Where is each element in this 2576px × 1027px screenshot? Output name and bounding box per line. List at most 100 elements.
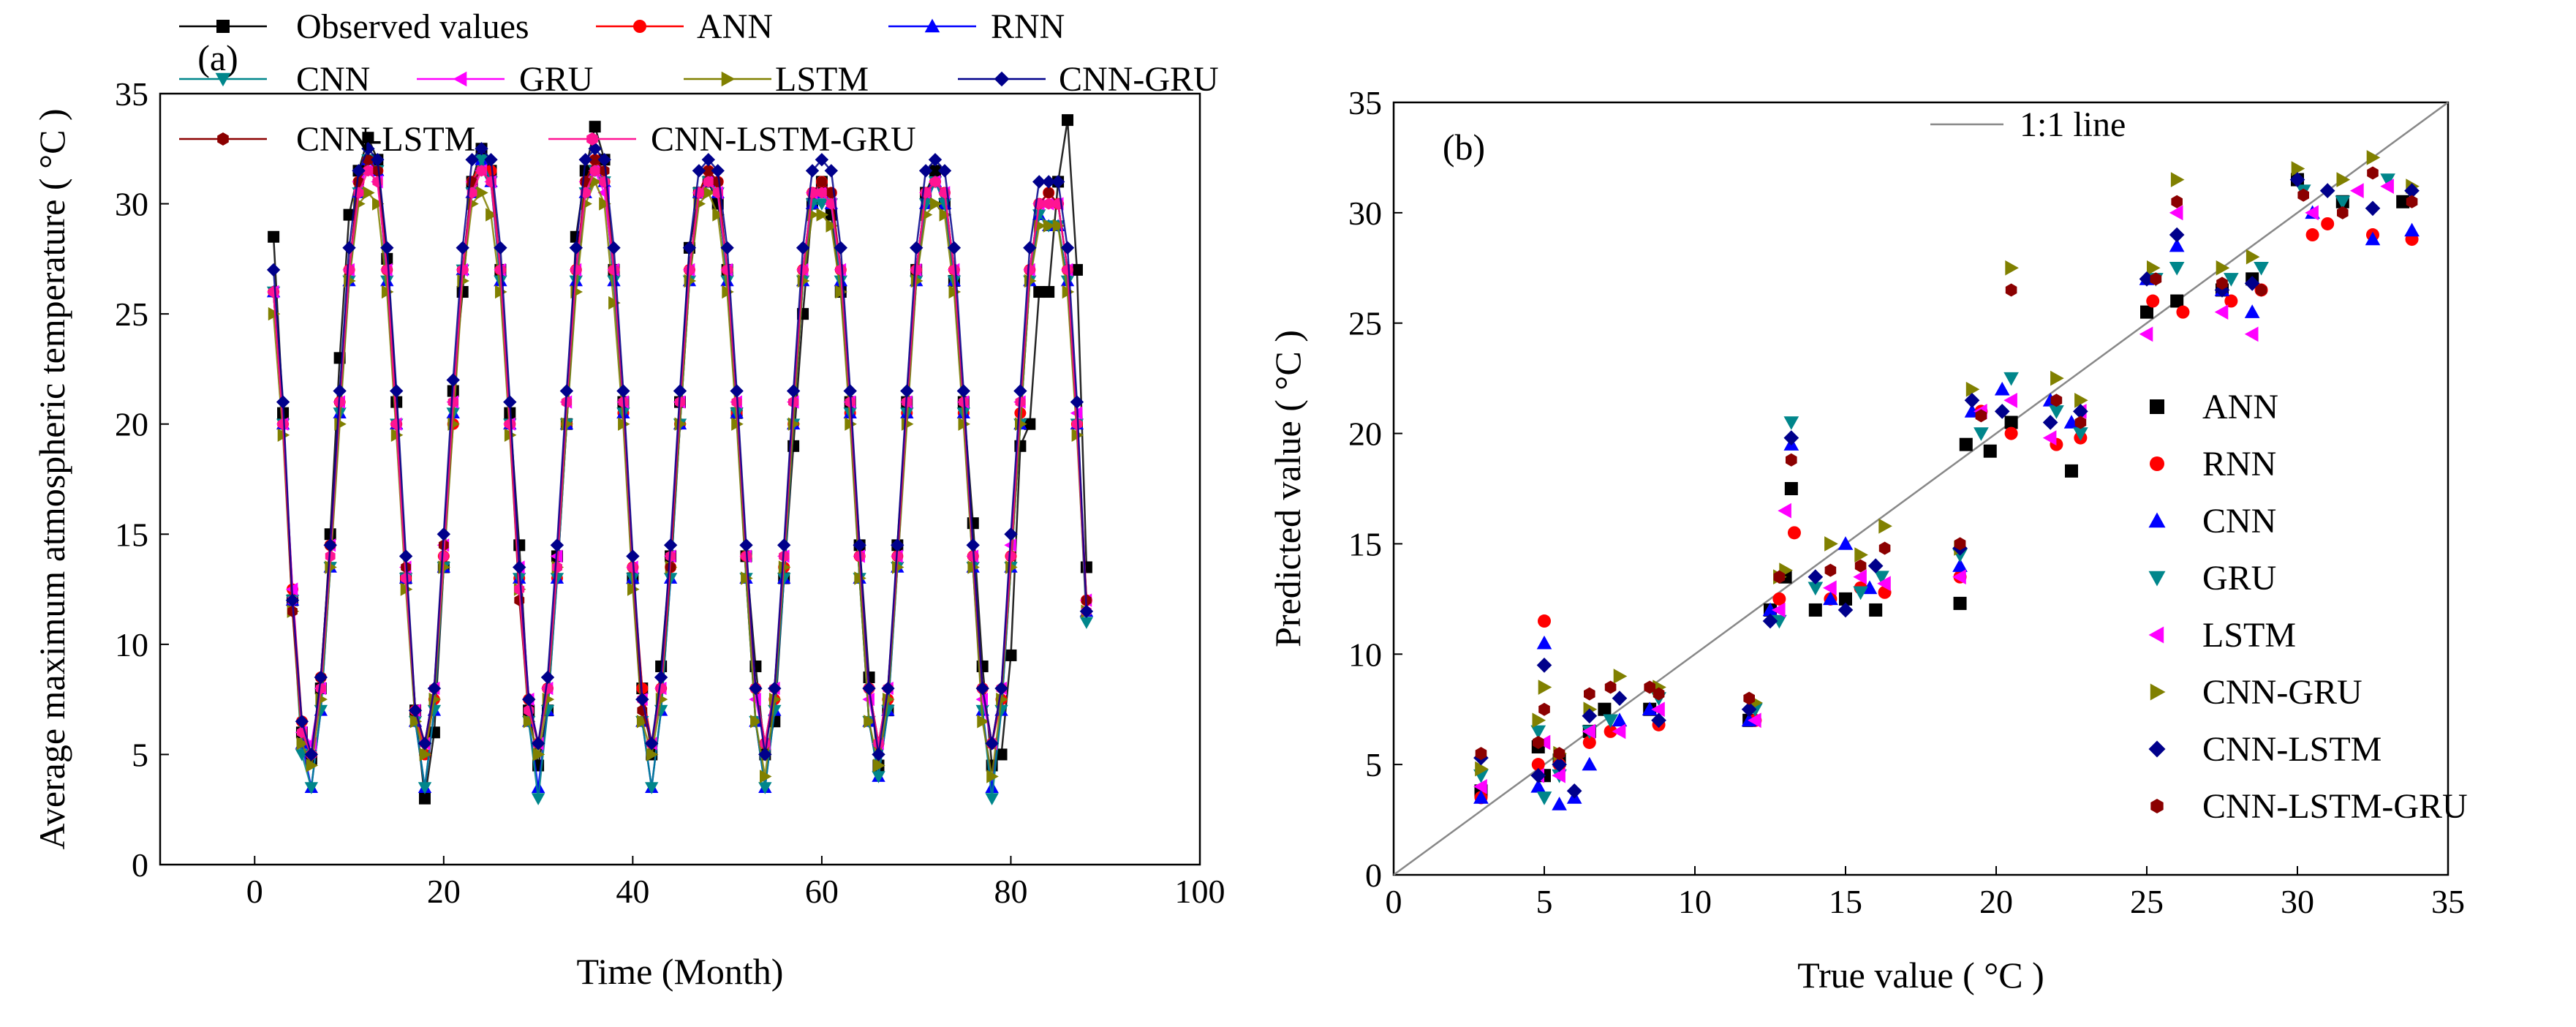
data-point	[730, 384, 744, 398]
legend-item-cnn-lstm-gru: CNN-LSTM-GRU	[2150, 787, 2468, 826]
y-tick-label: 20	[1348, 415, 1382, 453]
data-point	[1808, 603, 1822, 617]
data-point	[1473, 790, 1489, 804]
data-point	[739, 538, 753, 552]
data-point	[1062, 263, 1073, 276]
data-point	[266, 263, 281, 277]
data-point	[975, 681, 989, 696]
data-point	[2050, 370, 2064, 386]
data-point	[608, 296, 621, 310]
data-point	[2050, 394, 2063, 407]
data-point	[2305, 228, 2319, 242]
legend-label: CNN	[2202, 502, 2276, 541]
data-point	[1530, 767, 1546, 783]
data-point	[304, 748, 318, 761]
panel-label: (b)	[1443, 127, 1485, 168]
data-point	[578, 153, 592, 167]
legend-item-cnn: CNN	[2148, 502, 2276, 541]
data-point	[2321, 217, 2335, 230]
data-point	[1032, 209, 1046, 222]
data-point	[399, 549, 413, 563]
data-point	[475, 154, 488, 167]
data-point	[2146, 294, 2160, 308]
data-point	[2365, 231, 2381, 246]
data-point	[1538, 702, 1550, 716]
data-point	[2254, 262, 2269, 276]
data-point	[1604, 680, 1617, 694]
data-point	[891, 538, 904, 552]
data-point	[1824, 563, 1837, 577]
data-point	[947, 241, 962, 255]
data-point	[2074, 415, 2087, 429]
data-point	[701, 153, 715, 167]
x-tick-label: 100	[1175, 873, 1225, 910]
data-point	[1853, 586, 1868, 601]
data-point	[817, 176, 827, 188]
plot-frame	[159, 92, 1201, 866]
data-point	[323, 538, 337, 552]
data-point	[1052, 219, 1065, 233]
x-tick-label: 20	[1979, 883, 2013, 920]
data-point	[977, 715, 989, 729]
data-point	[2319, 183, 2335, 198]
data-point	[1952, 569, 1966, 584]
data-point	[2074, 393, 2088, 408]
data-point	[760, 770, 772, 783]
data-point	[456, 241, 469, 255]
y-tick-label: 35	[1348, 84, 1382, 121]
data-point	[427, 681, 442, 696]
legend-item-ann: ANN	[596, 7, 773, 46]
data-point	[720, 241, 734, 255]
legend-marker	[2148, 512, 2166, 528]
data-point	[663, 538, 678, 552]
data-point	[588, 142, 602, 156]
data-point	[1552, 797, 1567, 810]
data-point	[786, 384, 801, 398]
data-point	[1824, 536, 1838, 552]
data-point	[929, 197, 943, 211]
data-point	[295, 715, 309, 729]
legend-marker	[2148, 626, 2164, 644]
data-point	[994, 681, 1008, 696]
data-point	[1854, 547, 1868, 563]
x-tick-label: 15	[1829, 883, 1862, 920]
data-point	[2335, 195, 2351, 210]
data-point	[815, 153, 829, 167]
data-point	[1080, 561, 1092, 573]
data-point	[540, 670, 555, 685]
legend-marker	[216, 20, 230, 33]
data-point	[1032, 175, 1046, 189]
legend-label: CNN-LSTM	[2202, 730, 2382, 769]
y-tick-label: 30	[1348, 195, 1382, 232]
legend-item-ann: ANN	[2150, 388, 2278, 426]
data-point	[654, 670, 668, 685]
data-point	[531, 793, 545, 805]
legend-marker	[215, 72, 231, 87]
data-point	[1536, 658, 1552, 673]
legend-a: Observed values ANN RNN CNN GRU LSTM CNN-GRU CN…	[179, 7, 1219, 159]
data-point	[986, 770, 999, 783]
data-point	[1582, 723, 1596, 740]
data-point	[1612, 723, 1626, 740]
data-point	[447, 396, 458, 408]
data-point	[1584, 687, 1595, 701]
data-point	[1531, 758, 1545, 772]
data-point	[1043, 219, 1056, 233]
data-point	[314, 670, 328, 685]
data-point	[1062, 114, 1074, 127]
data-point	[342, 241, 356, 255]
data-point	[2049, 405, 2064, 419]
y-tick-label: 0	[132, 846, 148, 884]
data-point	[380, 241, 394, 255]
data-point	[2005, 283, 2017, 297]
y-tick-label: 35	[115, 75, 148, 113]
data-point	[2065, 464, 2078, 478]
legend-marker	[217, 132, 229, 146]
x-tick-label: 20	[427, 873, 461, 910]
data-point	[1954, 537, 1966, 551]
data-point	[853, 538, 866, 552]
data-point	[599, 197, 611, 211]
data-point	[2176, 305, 2190, 319]
data-point	[352, 164, 366, 178]
